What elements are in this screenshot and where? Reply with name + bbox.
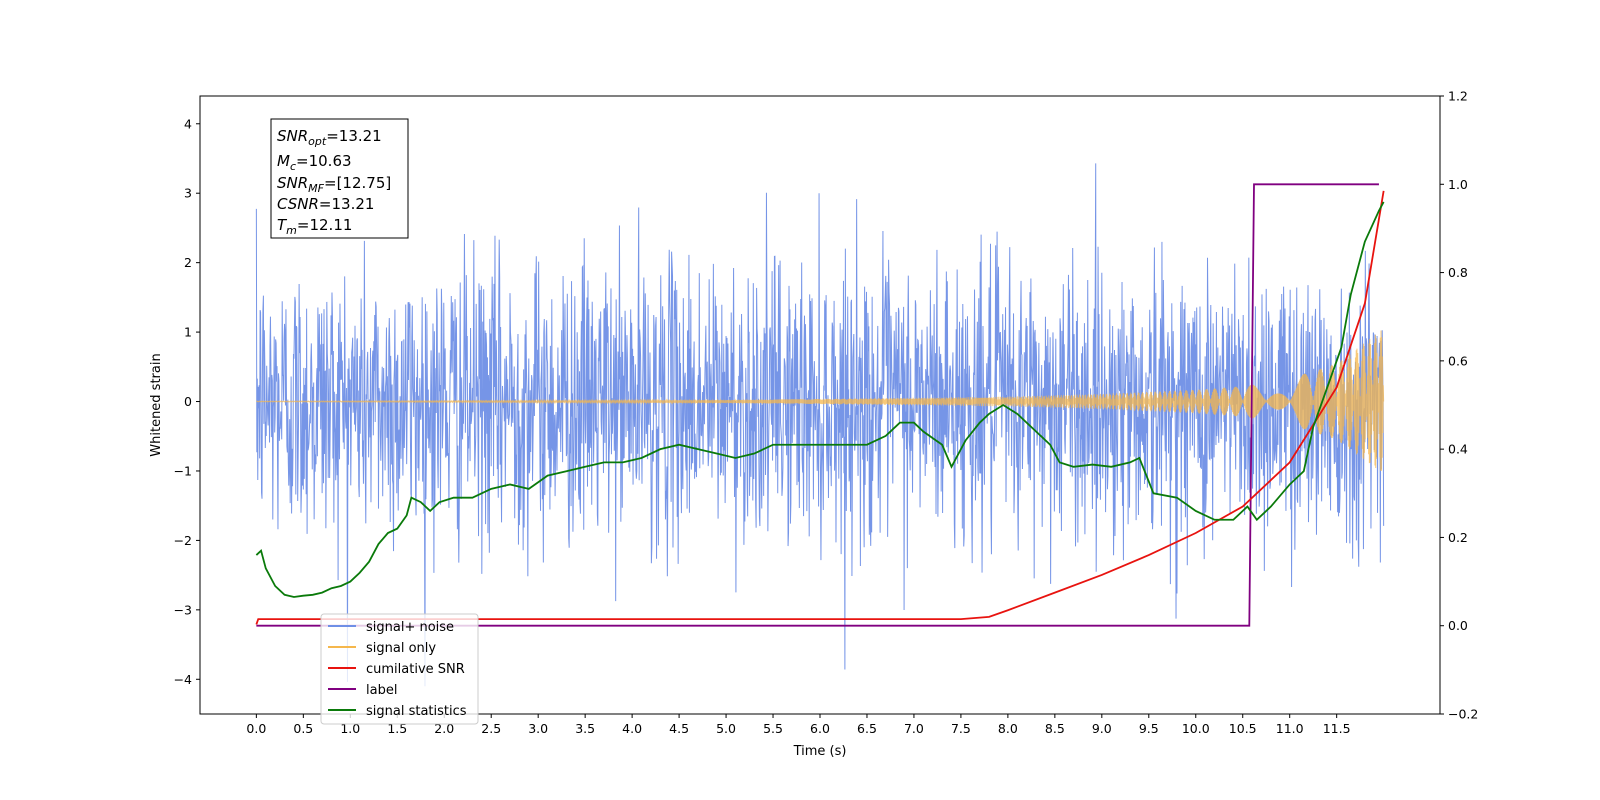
y-axis-label: Whitened strain (149, 353, 164, 456)
x-tick-label: 4.0 (622, 721, 642, 736)
y-tick-label: 3 (184, 186, 192, 201)
x-tick-label: 5.0 (716, 721, 736, 736)
x-tick-label: 2.5 (481, 721, 501, 736)
annotation-snr-opt: SNRopt=13.21 (277, 127, 382, 148)
x-tick-label: 11.0 (1276, 721, 1304, 736)
series-signal-statistics (255, 201, 1385, 598)
annotation-snr-mf: SNRMF=[12.75] (277, 174, 391, 195)
y2-tick-label: 0.2 (1448, 530, 1468, 545)
legend-label-cumulative-snr: cumilative SNR (366, 662, 465, 677)
legend-label-signal-noise: signal+ noise (366, 620, 454, 635)
x-tick-label: 8.0 (998, 721, 1018, 736)
annotation-csnr: CSNR=13.21 (277, 195, 374, 213)
series-cumulative-snr (255, 190, 1385, 625)
x-tick-label: 7.5 (951, 721, 971, 736)
x-axis: 0.0 0.5 1.0 1.5 2.0 2.5 3.0 3.5 4.0 4.5 5.0 5.5 6.0 6… (246, 714, 1351, 736)
x-tick-label: 10.5 (1229, 721, 1257, 736)
plot-area (255, 163, 1385, 687)
series-signal-only (256, 330, 1385, 471)
y2-tick-label: 0.0 (1448, 618, 1468, 633)
y2-tick-label: 0.6 (1448, 353, 1468, 368)
series-signal-noise (255, 163, 1385, 687)
series-label (256, 183, 1379, 627)
annotation-tm: Tm=12.11 (277, 216, 352, 237)
x-tick-label: 9.0 (1092, 721, 1112, 736)
y2-tick-label: 0.4 (1448, 442, 1468, 457)
legend-label-signal-statistics: signal statistics (366, 704, 467, 719)
legend: signal+ noise signal only cumilative SNR… (320, 613, 479, 725)
y-axis-right: −0.2 0.0 0.2 0.4 0.6 0.8 1.0 1.2 (1440, 89, 1478, 722)
x-tick-label: 9.5 (1139, 721, 1159, 736)
x-tick-label: 0.0 (246, 721, 266, 736)
legend-label-label: label (366, 683, 397, 698)
x-tick-label: 4.5 (669, 721, 689, 736)
y-tick-label: −4 (174, 672, 192, 687)
y2-tick-label: 1.0 (1448, 177, 1468, 192)
x-tick-label: 2.0 (434, 721, 454, 736)
y2-tick-label: 1.2 (1448, 89, 1468, 104)
x-tick-label: 6.5 (857, 721, 877, 736)
x-tick-label: 1.0 (340, 721, 360, 736)
x-tick-label: 0.5 (293, 721, 313, 736)
x-tick-label: 7.0 (904, 721, 924, 736)
x-tick-label: 1.5 (387, 721, 407, 736)
x-tick-label: 8.5 (1045, 721, 1065, 736)
y-tick-label: 4 (184, 116, 192, 131)
x-axis-label: Time (s) (793, 744, 847, 759)
annotation-box: SNRopt=13.21 Mc=10.63 SNRMF=[12.75] CSNR… (270, 118, 409, 239)
x-tick-label: 6.0 (810, 721, 830, 736)
x-tick-label: 3.0 (528, 721, 548, 736)
y-tick-label: −2 (174, 533, 192, 548)
y2-tick-label: 0.8 (1448, 265, 1468, 280)
x-tick-label: 5.5 (763, 721, 783, 736)
y-tick-label: 1 (184, 325, 192, 340)
x-tick-label: 11.5 (1323, 721, 1351, 736)
y2-tick-label: −0.2 (1448, 707, 1478, 722)
y-tick-label: 0 (184, 394, 192, 409)
y-tick-label: 2 (184, 255, 192, 270)
y-tick-label: −1 (174, 463, 192, 478)
y-axis-left: −4 −3 −2 −1 0 1 2 3 4 (174, 116, 200, 687)
legend-label-signal-only: signal only (366, 641, 436, 656)
x-tick-label: 3.5 (575, 721, 595, 736)
y-tick-label: −3 (174, 602, 192, 617)
x-tick-label: 10.0 (1182, 721, 1210, 736)
annotation-mc: Mc=10.63 (277, 152, 352, 173)
